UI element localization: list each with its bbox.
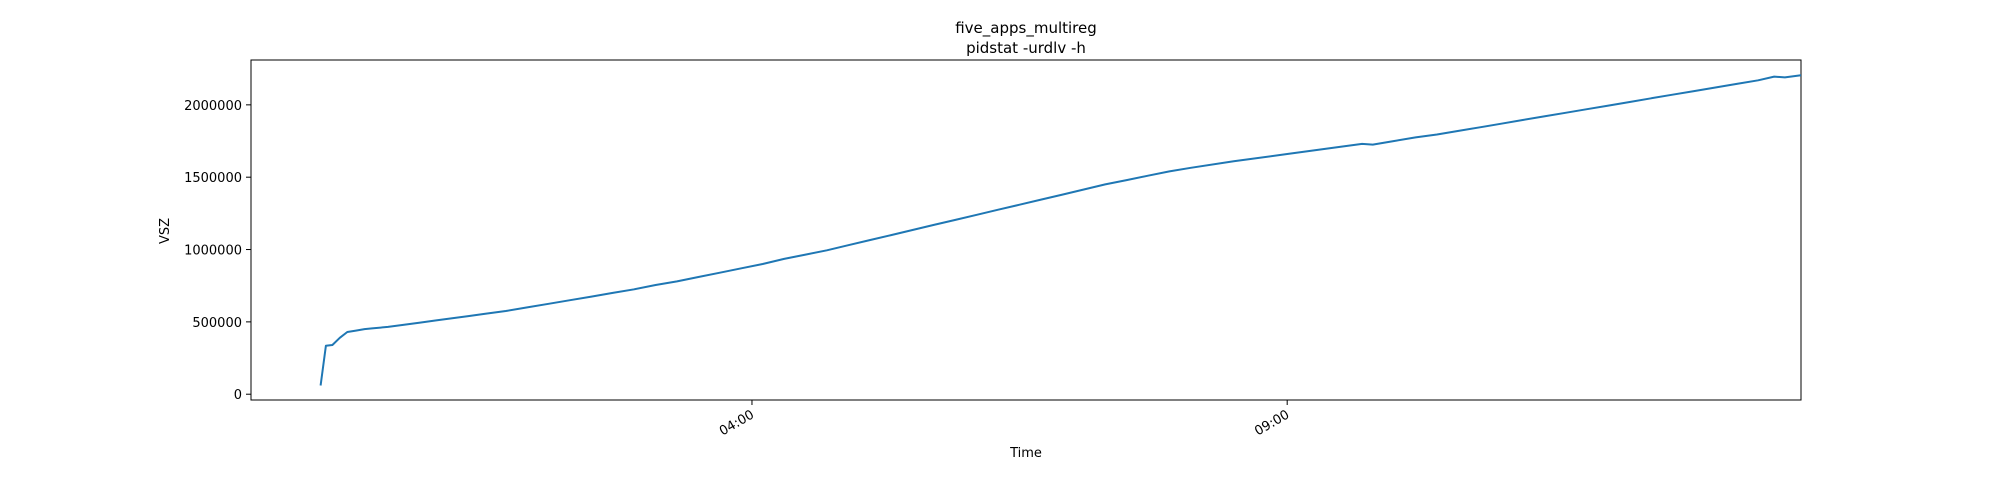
x-tick-label: 09:00: [1252, 407, 1292, 439]
y-tick-label: 1000000: [184, 244, 242, 259]
y-tick-label: 2000000: [184, 99, 242, 114]
y-tick-label: 1500000: [184, 171, 242, 186]
plot-area-frame: [250, 59, 1802, 401]
y-axis-ticks: 0 500000 1000000 1500000 2000000: [184, 99, 251, 403]
chart-subtitle: pidstat -urdlv -h: [966, 39, 1086, 57]
x-axis-label: Time: [1009, 446, 1042, 461]
x-axis-ticks: 04:00 09:00: [717, 400, 1292, 439]
vsz-series-line: [319, 74, 1802, 386]
y-tick-label: 500000: [192, 316, 242, 331]
y-tick-label: 0: [234, 388, 242, 403]
y-axis-label: VSZ: [158, 218, 173, 244]
chart-title: five_apps_multireg: [955, 19, 1097, 38]
x-tick-label: 04:00: [717, 407, 757, 439]
